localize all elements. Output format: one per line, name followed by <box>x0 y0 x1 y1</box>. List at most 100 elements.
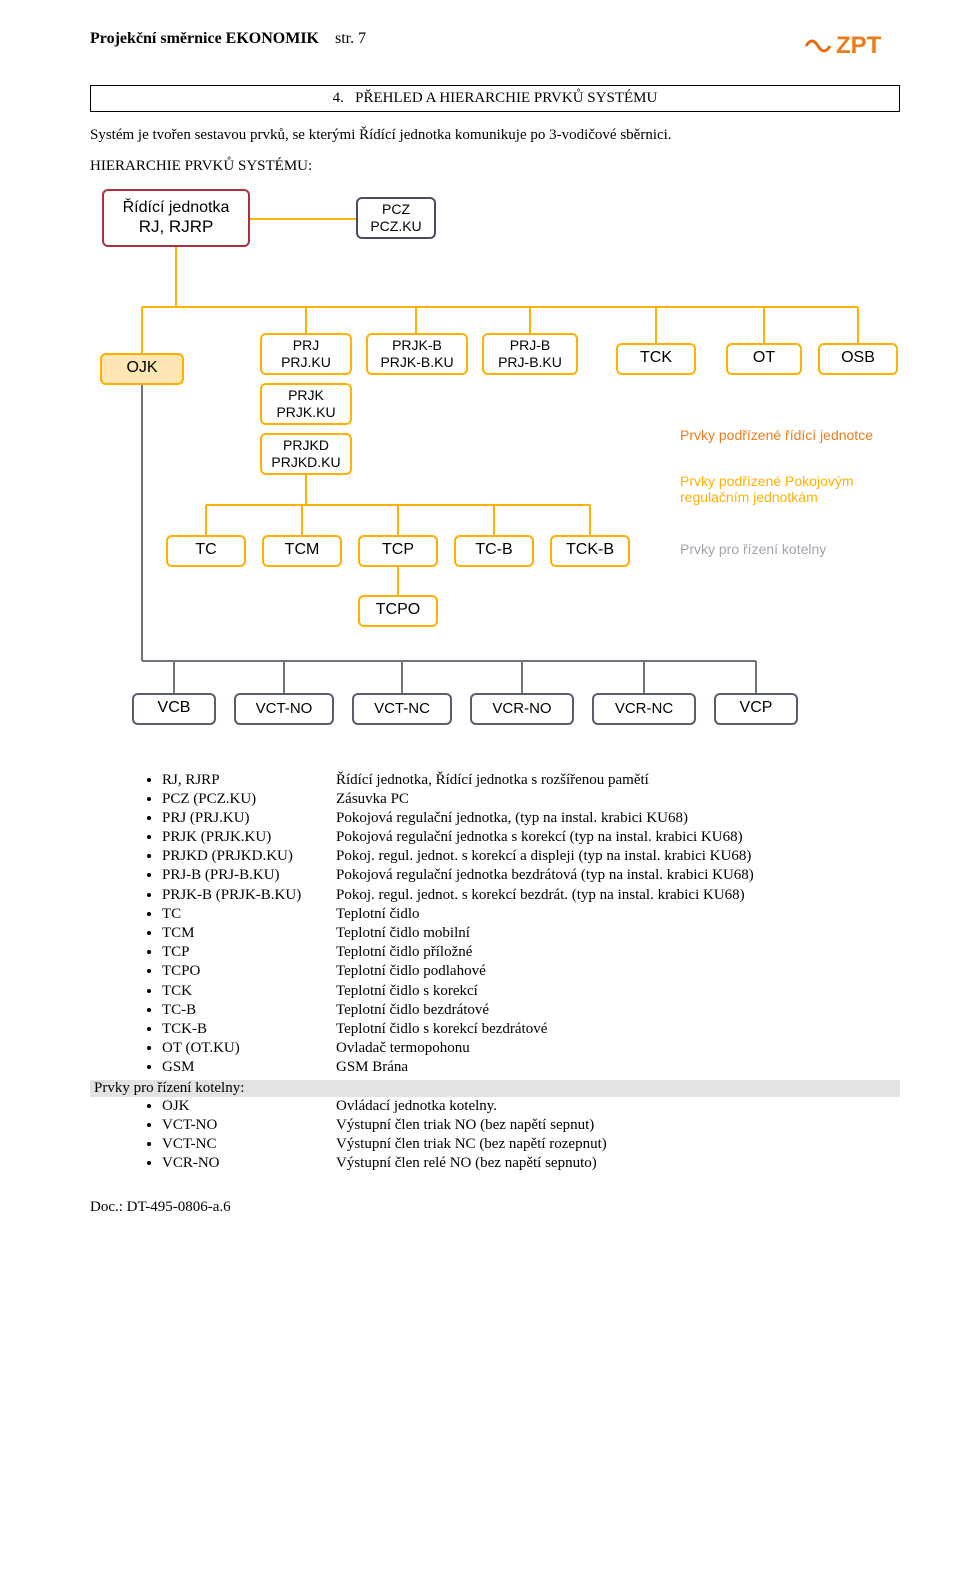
node-label: VCP <box>716 699 796 717</box>
node-tc: TC <box>166 535 246 567</box>
definition-item: TCMTeplotní čidlo mobilní <box>162 924 900 943</box>
definitions-list: RJ, RJRPŘídící jednotka, Řídící jednotka… <box>90 771 900 1078</box>
definition-item: PRJK-B (PRJK-B.KU)Pokoj. regul. jednot. … <box>162 886 900 905</box>
node-tcpo: TCPO <box>358 595 438 627</box>
definition-desc: Výstupní člen triak NC (bez napětí rozep… <box>336 1136 607 1152</box>
definitions-group-header: Prvky pro řízení kotelny: <box>90 1080 900 1097</box>
node-label: TC-B <box>456 541 532 559</box>
node-sublabel: PRJ.KU <box>262 354 350 370</box>
node-ot: OT <box>726 343 802 375</box>
definition-desc: Teplotní čidlo podlahové <box>336 963 486 979</box>
node-label: TCM <box>264 541 340 559</box>
node-tck-b: TCK-B <box>550 535 630 567</box>
definition-item: TC-BTeplotní čidlo bezdrátové <box>162 1001 900 1020</box>
definition-item: TCTeplotní čidlo <box>162 905 900 924</box>
definition-desc: Teplotní čidlo <box>336 906 420 922</box>
node-vcp: VCP <box>714 693 798 725</box>
node-prj: PRJPRJ.KU <box>260 333 352 375</box>
node-label: TC <box>168 541 244 559</box>
section-title: PŘEHLED A HIERARCHIE PRVKŮ SYSTÉMU <box>355 90 657 106</box>
definition-term: PRJ-B (PRJ-B.KU) <box>162 866 336 885</box>
node-label: VCR-NO <box>472 700 572 717</box>
legend-orange: Prvky podřízené řídící jednotce <box>680 427 900 444</box>
definition-desc: Teplotní čidlo s korekcí bezdrátové <box>336 1021 547 1037</box>
node-vcb: VCB <box>132 693 216 725</box>
intro-paragraph: Systém je tvořen sestavou prvků, se kter… <box>90 126 900 146</box>
node-tck: TCK <box>616 343 696 375</box>
node-sublabel: RJ, RJRP <box>104 217 248 239</box>
node-label: TCK <box>618 349 694 367</box>
definition-term: VCT-NC <box>162 1135 336 1154</box>
legend-amber: Prvky podřízené Pokojovým regulačním jed… <box>680 473 910 507</box>
definition-item: OJKOvládací jednotka kotelny. <box>162 1097 900 1116</box>
node-label: PRJ-B <box>484 337 576 353</box>
node-prjk: PRJKPRJK.KU <box>260 383 352 425</box>
definition-desc: Řídící jednotka, Řídící jednotka s rozší… <box>336 772 649 788</box>
definition-desc: GSM Brána <box>336 1059 408 1075</box>
node-sublabel: PRJKD.KU <box>262 454 350 470</box>
definition-term: GSM <box>162 1058 336 1077</box>
node-tcp: TCP <box>358 535 438 567</box>
node-label: Řídící jednotka <box>104 197 248 217</box>
zpt-logo-icon: ZPT <box>804 30 900 60</box>
definition-desc: Výstupní člen triak NO (bez napětí sepnu… <box>336 1117 594 1133</box>
definition-item: PRJK (PRJK.KU)Pokojová regulační jednotk… <box>162 828 900 847</box>
node-label: PRJK-B <box>368 337 466 353</box>
node-prjkd: PRJKDPRJKD.KU <box>260 433 352 475</box>
definition-desc: Pokojová regulační jednotka, (typ na ins… <box>336 810 688 826</box>
definition-term: PRJK (PRJK.KU) <box>162 828 336 847</box>
definition-item: GSMGSM Brána <box>162 1058 900 1077</box>
definition-term: TC-B <box>162 1001 336 1020</box>
node-prj-b: PRJ-BPRJ-B.KU <box>482 333 578 375</box>
page-header: Projekční směrnice EKONOMIK str. 7 ZPT <box>90 30 900 65</box>
page-label: str. <box>335 30 354 47</box>
definition-item: PRJ-B (PRJ-B.KU)Pokojová regulační jedno… <box>162 866 900 885</box>
definition-desc: Ovladač termopohonu <box>336 1040 470 1056</box>
section-title-box: 4. PŘEHLED A HIERARCHIE PRVKŮ SYSTÉMU <box>90 85 900 112</box>
node-vcr-nc: VCR-NC <box>592 693 696 725</box>
definition-term: RJ, RJRP <box>162 771 336 790</box>
definition-item: TCPTeplotní čidlo příložné <box>162 943 900 962</box>
node-vct-nc: VCT-NC <box>352 693 452 725</box>
definition-term: TCPO <box>162 962 336 981</box>
definition-item: TCKTeplotní čidlo s korekcí <box>162 982 900 1001</box>
definition-item: VCR-NOVýstupní člen relé NO (bez napětí … <box>162 1154 900 1173</box>
definition-term: TCK-B <box>162 1020 336 1039</box>
definition-item: TCK-BTeplotní čidlo s korekcí bezdrátové <box>162 1020 900 1039</box>
node-prjk-b: PRJK-BPRJK-B.KU <box>366 333 468 375</box>
node-label: VCT-NO <box>236 700 332 717</box>
definition-term: TC <box>162 905 336 924</box>
node-pcz: PCZ PCZ.KU <box>356 197 436 239</box>
doc-title: Projekční směrnice EKONOMIK <box>90 30 319 47</box>
definition-term: VCT-NO <box>162 1116 336 1135</box>
node-vct-no: VCT-NO <box>234 693 334 725</box>
node-label: VCR-NC <box>594 700 694 717</box>
node-sublabel: PRJK-B.KU <box>368 354 466 370</box>
node-label: TCK-B <box>552 541 628 559</box>
node-label: PRJKD <box>262 437 350 453</box>
legend-gray: Prvky pro řízení kotelny <box>680 541 890 558</box>
definition-item: OT (OT.KU)Ovladač termopohonu <box>162 1039 900 1058</box>
node-tcm: TCM <box>262 535 342 567</box>
definition-desc: Pokoj. regul. jednot. s korekcí bezdrát.… <box>336 887 745 903</box>
node-label: OJK <box>102 359 182 377</box>
definition-item: VCT-NOVýstupní člen triak NO (bez napětí… <box>162 1116 900 1135</box>
node-label: PRJ <box>262 337 350 353</box>
node-label: PRJK <box>262 387 350 403</box>
definition-desc: Teplotní čidlo bezdrátové <box>336 1002 489 1018</box>
definition-item: PRJ (PRJ.KU)Pokojová regulační jednotka,… <box>162 809 900 828</box>
definition-term: PRJKD (PRJKD.KU) <box>162 847 336 866</box>
definition-term: TCP <box>162 943 336 962</box>
node-ojk: OJK <box>100 353 184 385</box>
node-label: VCT-NC <box>354 700 450 717</box>
node-label: OSB <box>820 349 896 367</box>
definition-item: VCT-NCVýstupní člen triak NC (bez napětí… <box>162 1135 900 1154</box>
definition-term: TCK <box>162 982 336 1001</box>
node-vcr-no: VCR-NO <box>470 693 574 725</box>
definition-desc: Ovládací jednotka kotelny. <box>336 1098 497 1114</box>
node-osb: OSB <box>818 343 898 375</box>
header-title: Projekční směrnice EKONOMIK str. 7 <box>90 30 366 48</box>
node-sublabel: PCZ.KU <box>358 218 434 234</box>
svg-text:ZPT: ZPT <box>836 32 882 59</box>
definition-desc: Teplotní čidlo mobilní <box>336 925 470 941</box>
